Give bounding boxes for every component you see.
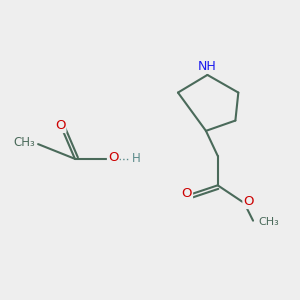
Text: O: O [243, 195, 254, 208]
Text: O: O [108, 151, 119, 164]
Text: CH₃: CH₃ [14, 136, 35, 149]
Text: CH₃: CH₃ [258, 217, 279, 227]
Text: O: O [55, 119, 65, 132]
Text: O: O [182, 187, 192, 200]
Text: NH: NH [198, 60, 217, 73]
Text: H: H [131, 152, 140, 165]
